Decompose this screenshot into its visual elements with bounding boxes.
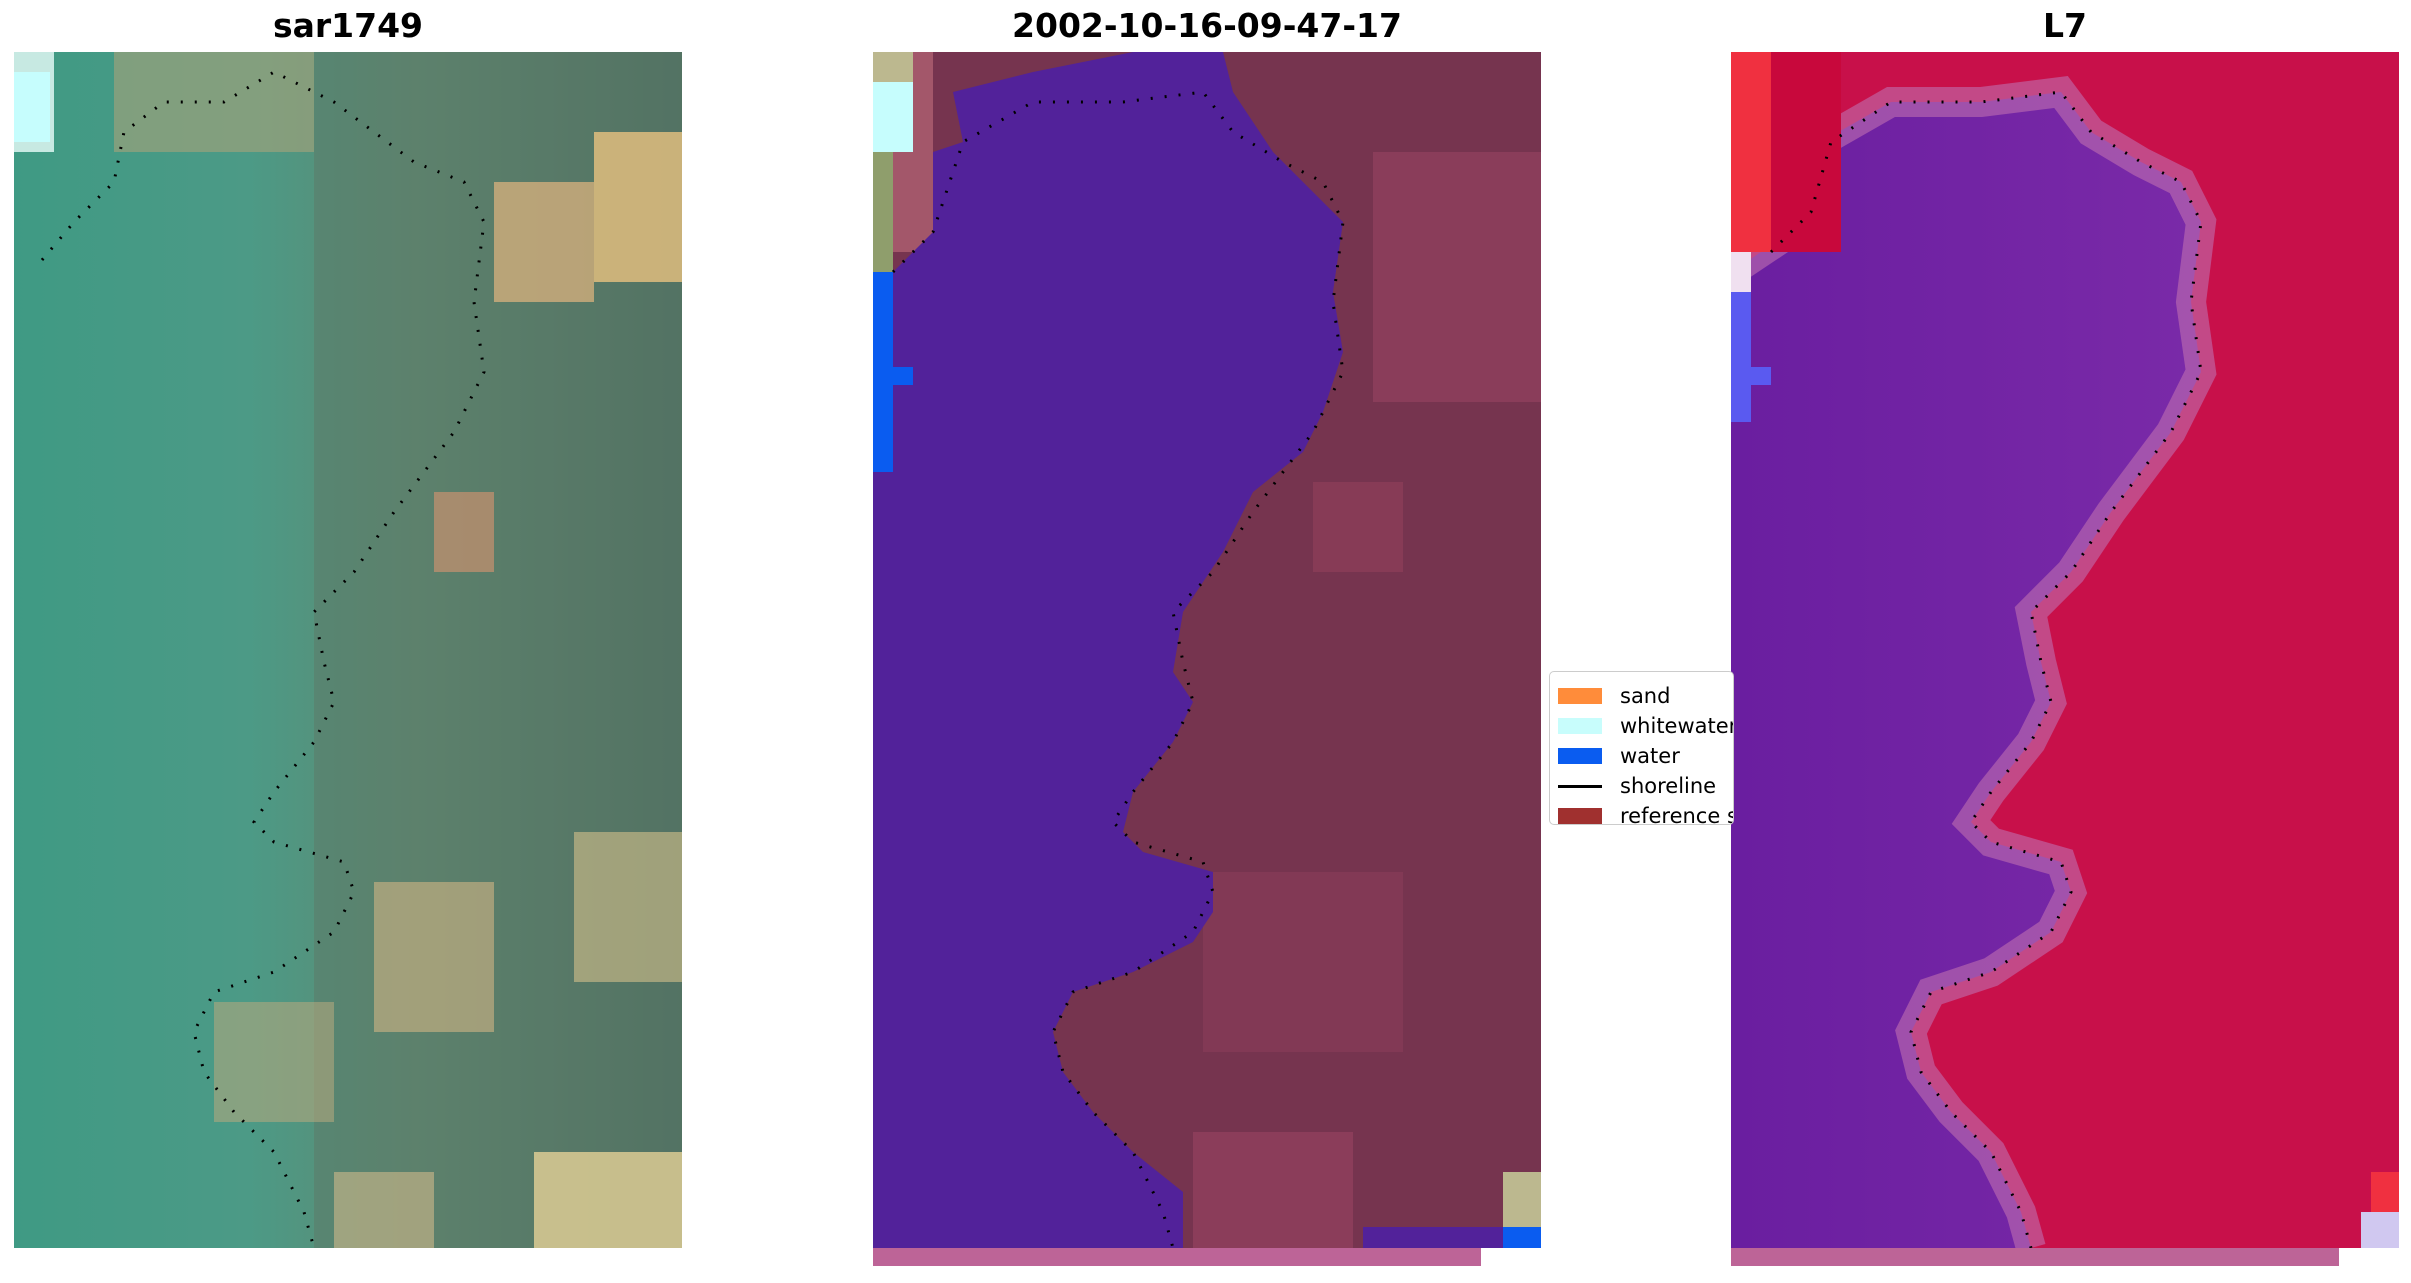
classified-image bbox=[873, 52, 1541, 1248]
panel-title-right: L7 bbox=[2043, 6, 2087, 45]
legend-item-whitewater: whitewater bbox=[1558, 713, 1734, 739]
legend-label: sand bbox=[1620, 684, 1671, 708]
colorbar-strip-middle bbox=[873, 1248, 1481, 1266]
panel-title-left: sar1749 bbox=[272, 6, 424, 45]
water-region bbox=[1731, 92, 2201, 1248]
legend: sand whitewater water shoreline referenc… bbox=[1549, 671, 1734, 825]
legend-swatch-sand bbox=[1558, 688, 1602, 704]
legend-swatch-reference-shoreline bbox=[1558, 808, 1602, 824]
water-region bbox=[873, 52, 1343, 1248]
legend-line-shoreline bbox=[1558, 784, 1602, 788]
legend-item-reference-shoreline: reference shoreline bbox=[1558, 803, 1733, 825]
index-image bbox=[1731, 52, 2399, 1248]
classified-image-panel bbox=[873, 52, 1541, 1248]
legend-swatch-whitewater bbox=[1558, 718, 1602, 734]
rgb-image-panel bbox=[14, 52, 682, 1248]
rgb-image bbox=[14, 52, 682, 1248]
legend-item-water: water bbox=[1558, 743, 1680, 769]
legend-label: shoreline bbox=[1620, 774, 1717, 798]
panel-title-middle: 2002-10-16-09-47-17 bbox=[1012, 6, 1402, 45]
legend-item-sand: sand bbox=[1558, 683, 1670, 709]
legend-label: reference shoreline bbox=[1620, 804, 1733, 825]
colorbar-strip-right bbox=[1731, 1248, 2339, 1266]
index-image-panel bbox=[1731, 52, 2399, 1248]
legend-label: whitewater bbox=[1620, 714, 1734, 738]
legend-item-shoreline: shoreline bbox=[1558, 773, 1716, 799]
legend-swatch-water bbox=[1558, 748, 1602, 764]
shoreline-line bbox=[1769, 90, 2203, 1248]
legend-label: water bbox=[1620, 744, 1680, 768]
